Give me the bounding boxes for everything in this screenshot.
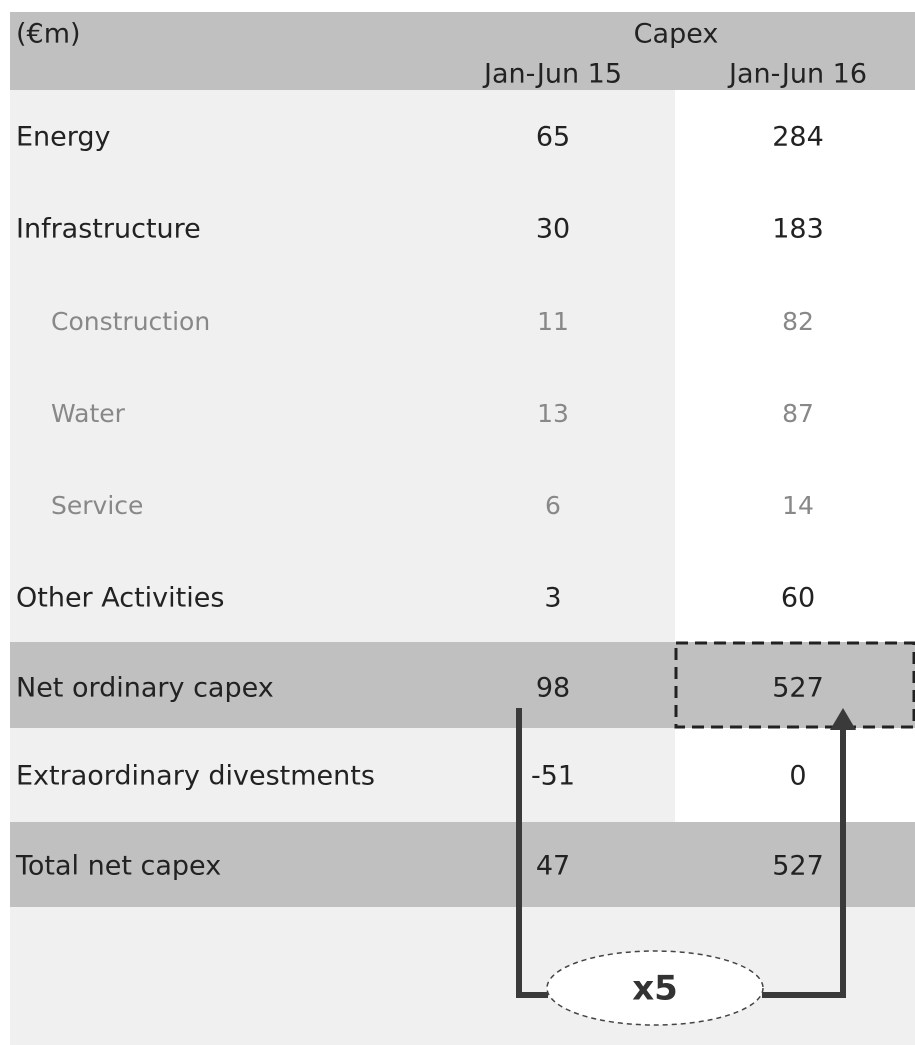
cell-value: 527 <box>772 673 824 704</box>
cell-value: 87 <box>782 399 814 428</box>
row-label: Construction <box>51 307 210 336</box>
cell-value: 47 <box>536 851 570 882</box>
row-label: Net ordinary capex <box>16 673 274 704</box>
row-label: Water <box>51 399 126 428</box>
cell-value: 60 <box>781 583 815 614</box>
arrow-line <box>762 728 846 998</box>
subtotal-band <box>10 642 915 728</box>
cell-value: 6 <box>545 491 561 520</box>
header-band <box>10 12 915 90</box>
arrow-line <box>516 708 548 998</box>
cell-value: 30 <box>536 214 570 245</box>
highlight-box <box>674 641 915 729</box>
cell-value: 527 <box>772 851 824 882</box>
group-header: Capex <box>634 19 719 50</box>
cell-value: 11 <box>537 307 569 336</box>
row-label: Energy <box>16 122 111 153</box>
arrow-head <box>830 708 856 730</box>
row-label: Infrastructure <box>16 214 201 245</box>
cell-value: 183 <box>772 214 824 245</box>
cell-value: 13 <box>537 399 569 428</box>
total-band <box>10 822 915 907</box>
row-label: Other Activities <box>16 583 224 614</box>
cell-value: 3 <box>544 583 561 614</box>
column-header: Jan-Jun 16 <box>727 59 867 90</box>
unit-label: (€m) <box>16 19 81 50</box>
column-header: Jan-Jun 15 <box>482 59 622 90</box>
cell-value: 14 <box>782 491 814 520</box>
cell-value: 65 <box>536 122 570 153</box>
cell-value: 0 <box>789 761 806 792</box>
footer-bg <box>10 907 915 1045</box>
annotation: x5 <box>632 969 678 1009</box>
row-label: Service <box>51 491 143 520</box>
cell-value: 284 <box>772 122 824 153</box>
row-label: Extraordinary divestments <box>16 761 375 792</box>
annotation-ellipse <box>546 950 764 1026</box>
cell-value: 82 <box>782 307 814 336</box>
cell-value: -51 <box>531 761 575 792</box>
row-label: Total net capex <box>15 851 221 882</box>
cell-value: 98 <box>536 673 570 704</box>
